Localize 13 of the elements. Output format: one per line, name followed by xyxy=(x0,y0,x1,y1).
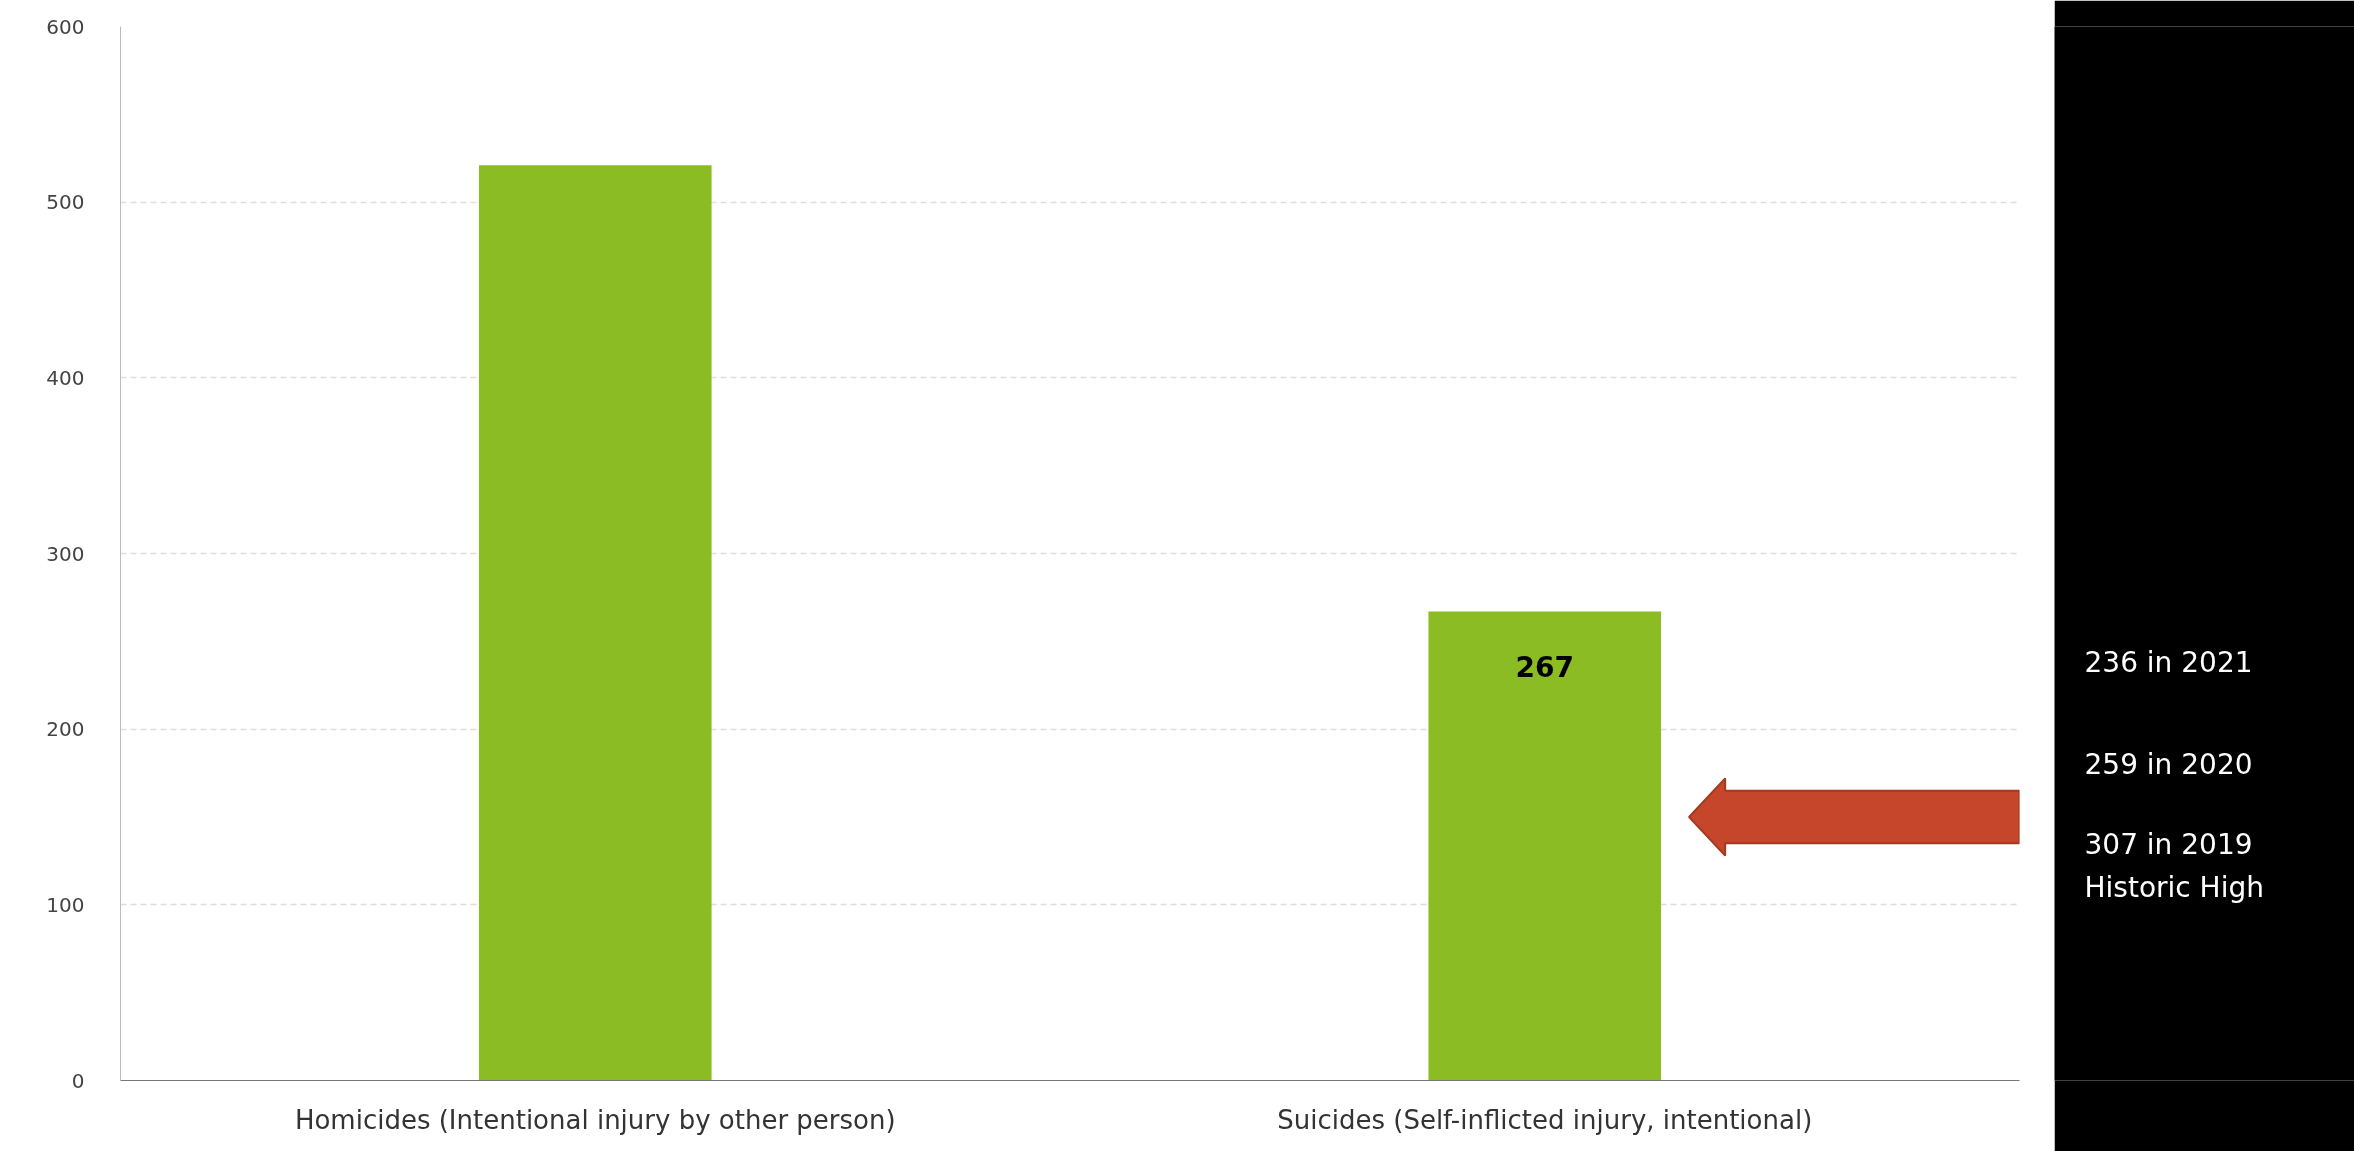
x-tick-label: Suicides (Self-inflicted injury, intentional) xyxy=(1277,1104,1813,1135)
y-tick-label: 400 xyxy=(46,365,85,390)
text: 259 in 2020 xyxy=(2084,748,2253,782)
y-tick-label: 200 xyxy=(46,717,85,742)
y-tick-label: 500 xyxy=(46,190,85,215)
x-tick-label: Homicides (Intentional injury by other person) xyxy=(294,1104,896,1135)
data-label: 267 xyxy=(1515,651,1574,685)
text: 236 in 2021 xyxy=(2084,646,2253,680)
y-tick-label: 600 xyxy=(46,14,85,39)
y-tick-label: 300 xyxy=(46,541,85,566)
text: 307 in 2019 Historic High xyxy=(2084,828,2264,905)
y-tick-label: 100 xyxy=(46,892,85,917)
y-tick-label: 0 xyxy=(71,1068,85,1093)
